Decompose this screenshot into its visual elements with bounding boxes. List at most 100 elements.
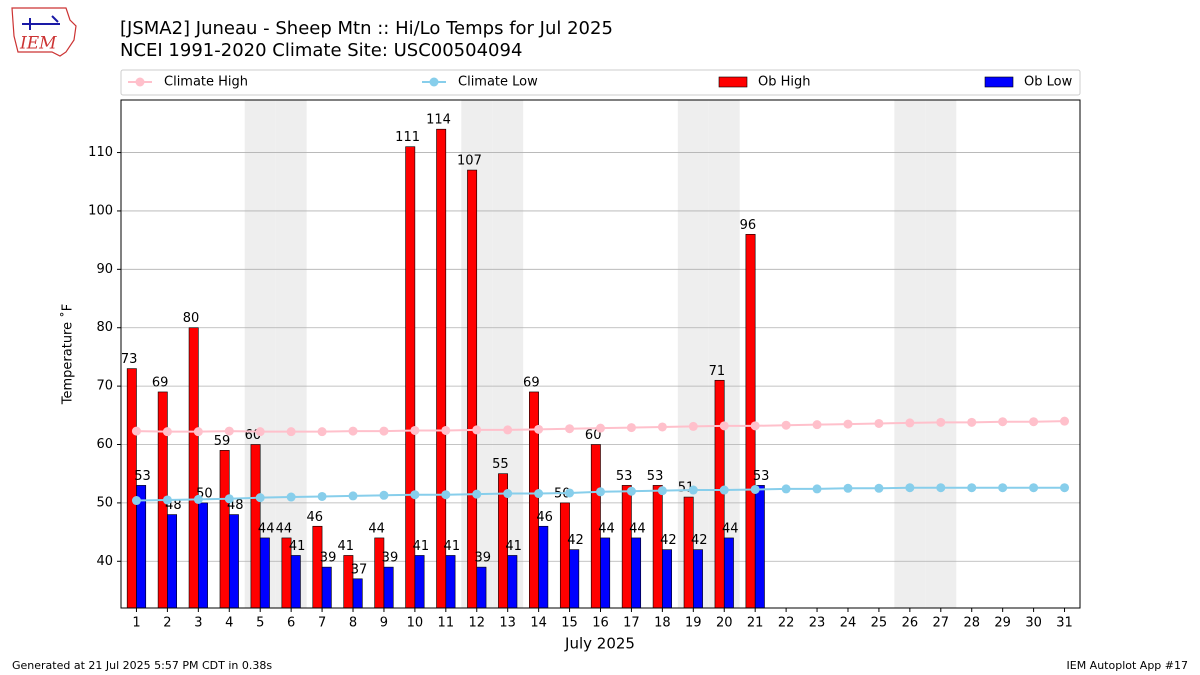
line-marker — [905, 483, 915, 493]
data-label: 96 — [740, 218, 757, 233]
x-tick-label: 27 — [933, 616, 950, 631]
x-tick-label: 18 — [654, 616, 671, 631]
data-label: 69 — [152, 375, 169, 390]
line-marker — [1029, 483, 1039, 493]
line-marker — [719, 421, 729, 431]
legend-label: Climate High — [164, 75, 248, 90]
line-marker — [750, 421, 760, 431]
legend-swatch — [984, 76, 1014, 88]
data-label: 69 — [523, 375, 540, 390]
line-marker — [286, 427, 296, 437]
line-marker — [317, 427, 327, 437]
line-marker — [131, 496, 141, 506]
line-marker — [131, 426, 141, 436]
line-marker — [472, 489, 482, 499]
bar — [414, 555, 425, 609]
line-marker — [534, 489, 544, 499]
bar — [219, 450, 230, 609]
data-label: 107 — [457, 154, 482, 169]
line-marker — [472, 425, 482, 435]
x-tick-label: 28 — [963, 616, 980, 631]
chart-title: [JSMA2] Juneau - Sheep Mtn :: Hi/Lo Temp… — [120, 18, 613, 39]
line-marker — [719, 485, 729, 495]
footer-right: IEM Autoplot App #17 — [1067, 659, 1189, 672]
line-marker — [441, 425, 451, 435]
data-label: 42 — [691, 533, 708, 548]
x-tick-label: 12 — [468, 616, 485, 631]
y-tick-label: 100 — [88, 203, 113, 218]
line-marker — [967, 483, 977, 493]
line-marker — [348, 491, 358, 501]
line-marker — [688, 485, 698, 495]
data-label: 42 — [660, 533, 677, 548]
y-tick-label: 90 — [96, 262, 113, 277]
line-marker — [224, 494, 234, 504]
data-label: 37 — [351, 562, 368, 577]
logo-text: IEM — [19, 34, 57, 54]
line-marker — [379, 426, 389, 436]
data-label: 44 — [276, 521, 293, 536]
data-label: 46 — [307, 510, 324, 525]
bar — [745, 233, 756, 609]
y-tick-label: 70 — [96, 379, 113, 394]
x-axis-label: July 2025 — [564, 635, 635, 653]
line-marker — [410, 425, 420, 435]
x-tick-label: 23 — [809, 616, 826, 631]
line-marker — [812, 484, 822, 494]
bar — [198, 502, 208, 609]
x-tick-label: 2 — [163, 616, 171, 631]
legend-label: Ob Low — [1024, 75, 1073, 90]
data-label: 60 — [585, 428, 602, 443]
x-tick-label: 25 — [871, 616, 888, 631]
weekend-shade — [894, 100, 926, 608]
bar — [723, 537, 734, 609]
data-label: 53 — [616, 469, 633, 484]
weekend-shade — [925, 100, 957, 608]
x-tick-label: 30 — [1025, 616, 1042, 631]
bar — [259, 537, 270, 609]
x-tick-label: 24 — [840, 616, 857, 631]
data-label: 41 — [505, 539, 522, 554]
line-marker — [503, 425, 513, 435]
data-label: 39 — [320, 551, 337, 566]
bar — [507, 555, 518, 609]
line-marker — [781, 420, 791, 430]
legend-marker — [135, 77, 145, 87]
bar — [290, 555, 301, 609]
line-marker — [874, 418, 884, 428]
x-tick-label: 20 — [716, 616, 733, 631]
data-label: 111 — [395, 130, 420, 145]
data-label: 80 — [183, 311, 200, 326]
data-label: 41 — [289, 539, 306, 554]
bar — [352, 578, 363, 609]
line-marker — [812, 420, 822, 430]
bar — [476, 566, 487, 609]
data-label: 114 — [426, 113, 451, 128]
bar — [538, 525, 549, 609]
line-marker — [905, 418, 915, 428]
x-tick-label: 6 — [287, 616, 295, 631]
line-marker — [348, 426, 358, 436]
line-marker — [193, 494, 203, 504]
x-tick-label: 5 — [256, 616, 264, 631]
bar — [312, 525, 323, 609]
data-label: 53 — [753, 469, 770, 484]
line-marker — [162, 427, 172, 437]
x-tick-label: 15 — [561, 616, 578, 631]
line-marker — [843, 419, 853, 429]
line-marker — [1060, 416, 1070, 426]
bar — [383, 566, 394, 609]
data-label: 44 — [629, 521, 646, 536]
data-label: 42 — [567, 533, 584, 548]
line-marker — [1060, 483, 1070, 493]
bar — [188, 327, 199, 609]
line-marker — [936, 417, 946, 427]
data-label: 44 — [598, 521, 615, 536]
data-label: 44 — [368, 521, 385, 536]
bar — [167, 514, 178, 609]
data-label: 44 — [258, 521, 275, 536]
bar — [445, 555, 456, 609]
line-marker — [998, 417, 1008, 427]
x-tick-label: 16 — [592, 616, 609, 631]
line-marker — [874, 483, 884, 493]
